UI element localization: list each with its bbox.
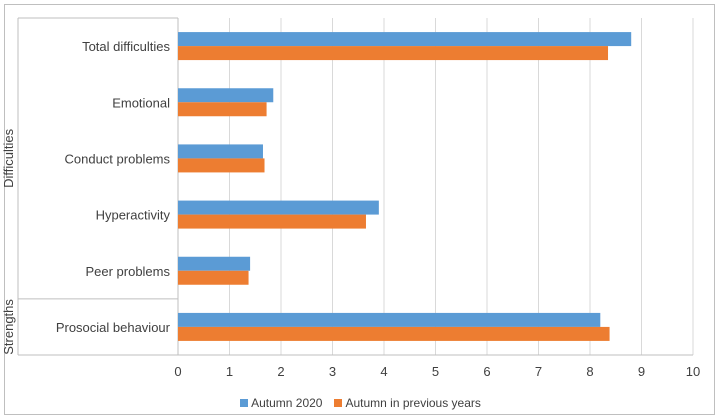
legend-item-series-1: Autumn 2020 bbox=[240, 396, 322, 410]
category-label: Hyperactivity bbox=[96, 208, 171, 223]
bar-previous-years bbox=[178, 158, 265, 173]
x-tick-label: 5 bbox=[432, 364, 439, 379]
category-label: Emotional bbox=[112, 95, 170, 110]
legend-swatch-series-1 bbox=[240, 399, 249, 407]
grid-layer bbox=[177, 18, 694, 355]
bar-autumn-2020 bbox=[178, 200, 379, 215]
group-label-strengths: Strengths bbox=[1, 299, 16, 355]
bar-previous-years bbox=[178, 326, 610, 341]
legend: Autumn 2020 Autumn in previous years bbox=[0, 396, 721, 410]
x-tick-label: 4 bbox=[380, 364, 387, 379]
x-tick-label: 1 bbox=[226, 364, 233, 379]
legend-item-series-2: Autumn in previous years bbox=[334, 396, 481, 410]
bar-autumn-2020 bbox=[178, 312, 601, 327]
group-label-difficulties: Difficulties bbox=[1, 128, 16, 188]
bar-autumn-2020 bbox=[178, 256, 251, 271]
bar-previous-years bbox=[178, 270, 249, 285]
legend-label-series-2: Autumn in previous years bbox=[345, 396, 481, 410]
x-tick-layer: 0 1 2 3 4 5 6 7 8 9 10 bbox=[174, 364, 700, 379]
category-label: Peer problems bbox=[85, 264, 170, 279]
category-label: Total difficulties bbox=[82, 39, 170, 54]
x-tick-label: 3 bbox=[329, 364, 336, 379]
bar-autumn-2020 bbox=[178, 144, 263, 159]
legend-label-series-1: Autumn 2020 bbox=[251, 396, 323, 410]
x-tick-label: 9 bbox=[638, 364, 645, 379]
x-tick-label: 0 bbox=[174, 364, 181, 379]
legend-swatch-series-2 bbox=[334, 399, 343, 407]
group-label-layer: Difficulties Strengths bbox=[1, 17, 693, 356]
bar-previous-years bbox=[178, 46, 609, 61]
x-tick-label: 2 bbox=[277, 364, 284, 379]
x-tick-label: 6 bbox=[483, 364, 490, 379]
x-tick-label: 7 bbox=[535, 364, 542, 379]
bar-layer bbox=[178, 32, 632, 341]
category-label: Conduct problems bbox=[65, 151, 171, 166]
x-tick-label: 10 bbox=[686, 364, 700, 379]
category-label: Prosocial behaviour bbox=[56, 320, 171, 335]
x-tick-label: 8 bbox=[586, 364, 593, 379]
bar-autumn-2020 bbox=[178, 32, 632, 47]
bar-previous-years bbox=[178, 102, 267, 117]
bar-previous-years bbox=[178, 214, 366, 229]
category-label-layer: Total difficulties Emotional Conduct probl… bbox=[56, 39, 171, 335]
bar-autumn-2020 bbox=[178, 88, 274, 103]
chart-frame bbox=[4, 4, 715, 415]
